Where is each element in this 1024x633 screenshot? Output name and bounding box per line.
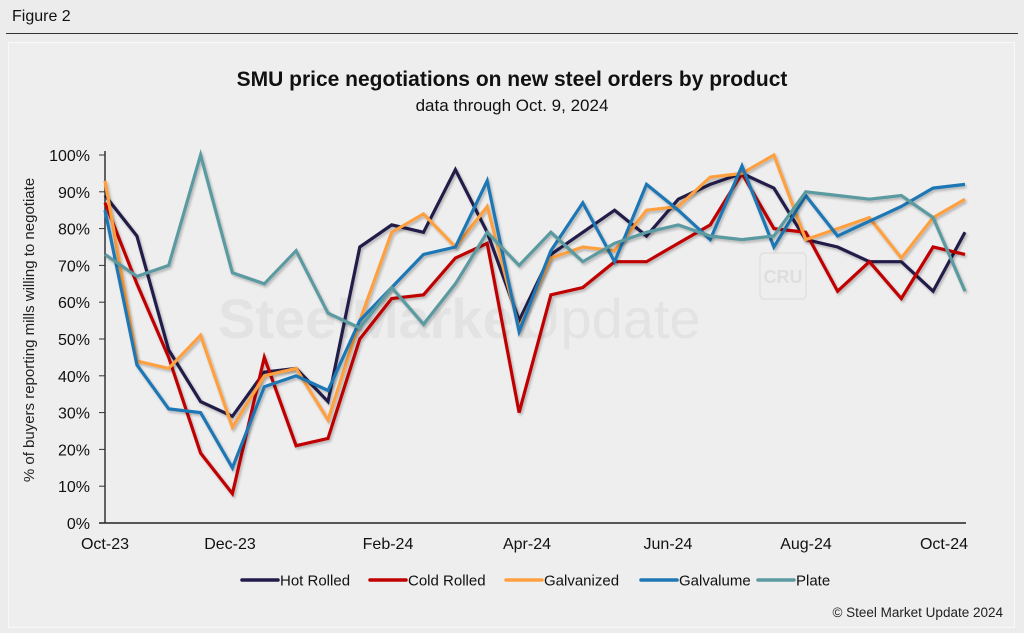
y-tick-label: 70%: [58, 258, 90, 275]
watermark-brand-light: Update: [520, 287, 701, 350]
x-tick-label: Aug-24: [780, 536, 832, 553]
figure-label: Figure 2: [12, 8, 71, 25]
y-tick-label: 100%: [49, 148, 90, 165]
series-line-galvalume: [103, 161, 966, 472]
series-lines: [103, 149, 967, 498]
legend-item-hot-rolled: Hot Rolled: [240, 573, 350, 590]
cru-badge-border: [759, 252, 807, 300]
x-axis: Oct-23 Dec-23 Feb-24 Apr-24 Jun-24 Aug-24 Oct-…: [81, 522, 968, 553]
y-tick-label: 30%: [58, 406, 90, 423]
x-tick-label: Jun-24: [644, 536, 693, 553]
y-tick-label: 20%: [58, 442, 90, 459]
y-tick-label: 60%: [58, 295, 90, 312]
watermark: SteelMarket Update CRU: [218, 252, 807, 350]
legend-item-galvanized: Galvanized: [504, 573, 619, 590]
cru-badge: CRU: [764, 267, 803, 287]
figure-divider: [6, 33, 1018, 34]
x-tick-label: Apr-24: [503, 536, 551, 553]
legend-label: Galvanized: [544, 573, 619, 590]
chart-title: SMU price negotiations on new steel orde…: [237, 68, 788, 91]
y-tick-label: 10%: [58, 479, 90, 496]
x-tick-label: Dec-23: [204, 536, 256, 553]
y-tick-label: 50%: [58, 332, 90, 349]
legend-item-galvalume: Galvalume: [639, 573, 751, 590]
legend-label: Hot Rolled: [280, 573, 350, 590]
x-tick-label: Oct-24: [920, 536, 968, 553]
legend-item-plate: Plate: [756, 573, 830, 590]
y-tick-label: 80%: [58, 222, 90, 239]
series-line-plate: [104, 149, 967, 330]
y-axis: 0% 10% 20% 30% 40% 50% 60% 70% 80% 90% 100%: [49, 148, 106, 533]
x-tick-label: Oct-23: [81, 536, 129, 553]
legend-item-cold-rolled: Cold Rolled: [368, 573, 486, 590]
copyright: © Steel Market Update 2024: [832, 605, 1003, 620]
legend-label: Cold Rolled: [408, 573, 486, 590]
legend-label: Galvalume: [679, 573, 751, 590]
y-axis-label: % of buyers reporting mills willing to n…: [21, 178, 38, 482]
legend: Hot Rolled Cold Rolled Galvanized Galvalume…: [240, 573, 830, 590]
legend-label: Plate: [796, 573, 830, 590]
y-tick-label: 0%: [67, 516, 90, 533]
chart-panel: [8, 42, 1015, 628]
y-tick-label: 90%: [58, 185, 90, 202]
x-tick-label: Feb-24: [363, 536, 414, 553]
chart-subtitle: data through Oct. 9, 2024: [416, 96, 609, 115]
y-tick-label: 40%: [58, 369, 90, 386]
